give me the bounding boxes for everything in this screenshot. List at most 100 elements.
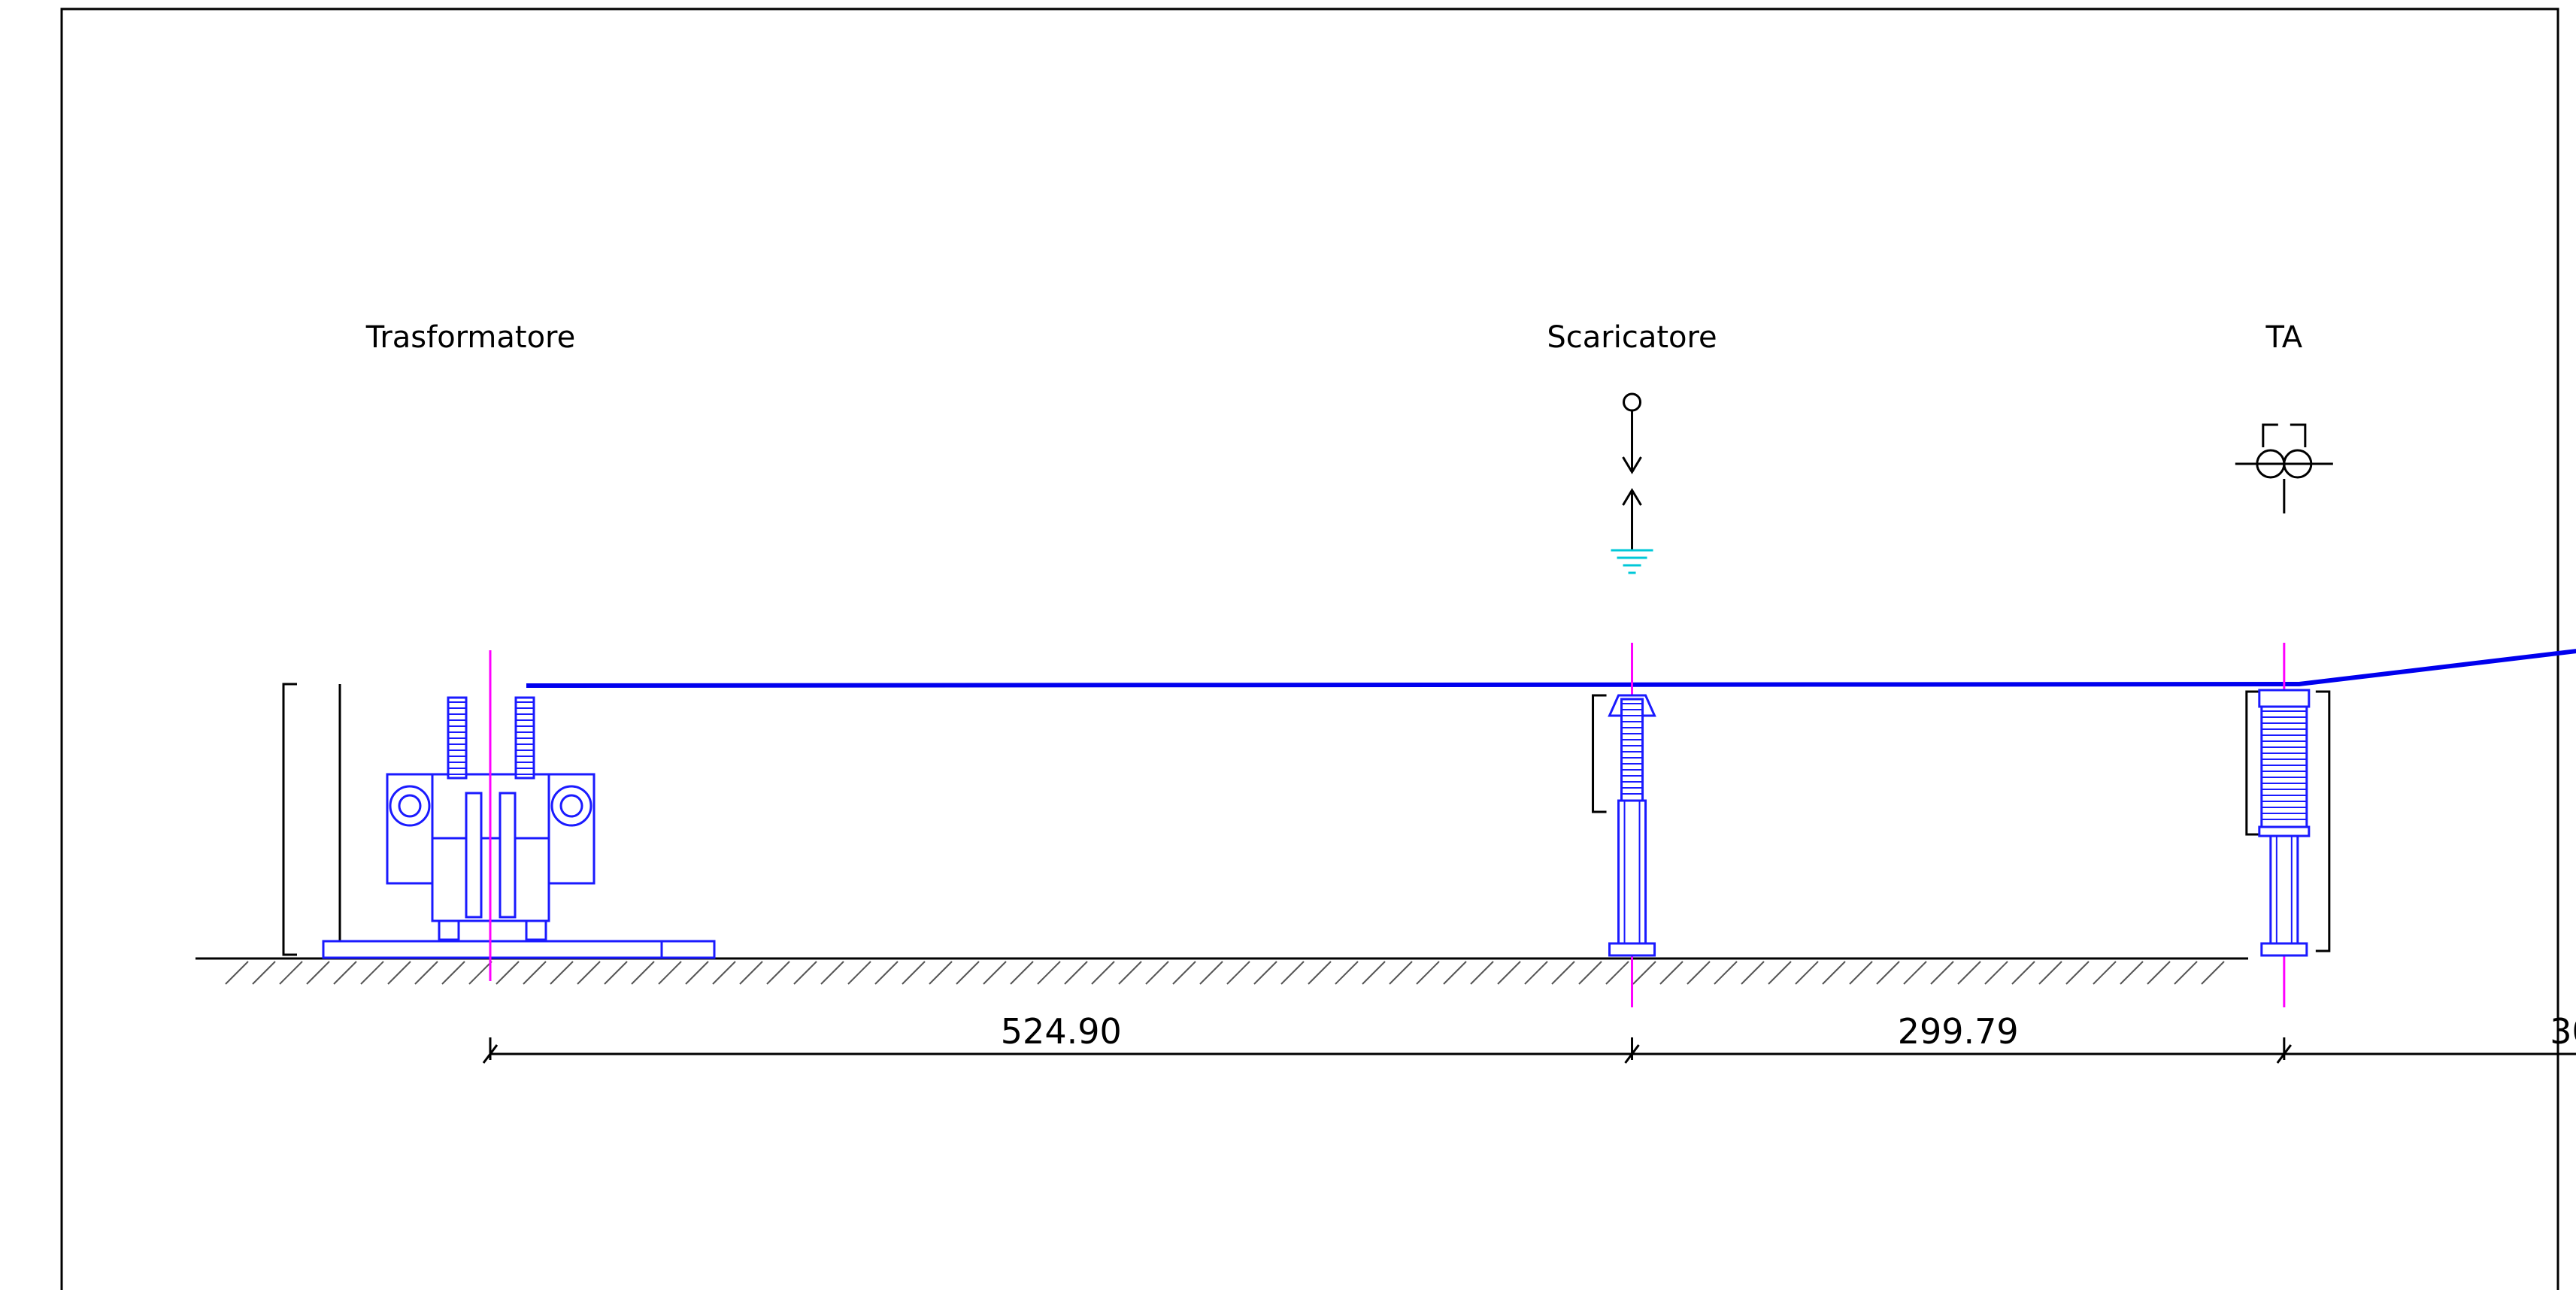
ground-hatch [1416, 961, 1440, 985]
transformer-wheel [525, 919, 547, 941]
equipment-labels: TrasformatoreScaricatoreTAInterruttoreTV… [365, 320, 2303, 355]
ground-hatch [360, 961, 384, 985]
transformer-rail-end [660, 940, 716, 959]
bushing-left [447, 696, 468, 780]
ground-hatch [333, 961, 357, 985]
transformer-rail [322, 940, 716, 959]
busbar-conductor [526, 649, 2576, 688]
dimension-value: 299.79 [1898, 1011, 2019, 1052]
ground-hatch [1145, 961, 1169, 985]
height-bracket [2315, 690, 2331, 952]
ground-line [195, 957, 2248, 985]
insulator-body [2260, 705, 2308, 828]
ground-hatch [1253, 961, 1277, 985]
ground-hatch [1551, 961, 1575, 985]
arrester-arrow-down [1622, 456, 1642, 474]
equipment-surge-arrester [1592, 643, 1656, 1007]
ground-hatch [631, 961, 655, 985]
ground-hatch [1064, 961, 1088, 985]
ground-hatch [279, 961, 303, 985]
ground-hatch [496, 961, 520, 985]
ground-hatch [1903, 961, 1927, 985]
bushing-right [514, 696, 535, 780]
ground-hatch [1822, 961, 1846, 985]
ct-insulator [2260, 705, 2308, 828]
ground-hatch [1687, 961, 1711, 985]
ground-hatch [983, 961, 1007, 985]
dimension-slash [482, 1044, 499, 1064]
ct-core [2283, 449, 2313, 479]
ground-hatch [712, 961, 736, 985]
ground-hatch [929, 961, 953, 985]
ct-head [2258, 689, 2311, 708]
ground-hatch [1632, 961, 1656, 985]
ground-hatch [2065, 961, 2090, 985]
equipment-label: Trasformatore [365, 320, 575, 355]
ground-hatch [225, 961, 249, 985]
transformer-bracket [282, 683, 297, 956]
fan-right [550, 785, 592, 827]
arrester-insulator [1620, 698, 1644, 802]
ground-hatch [1091, 961, 1115, 985]
ground-hatch [1741, 961, 1765, 985]
dimension-value: 300.00 [2550, 1011, 2576, 1052]
ground-hatch [1389, 961, 1413, 985]
surge-arrester-symbol [1611, 392, 1653, 574]
ground-hatch [2011, 961, 2035, 985]
ground-hatch [1037, 961, 1061, 985]
dimension-slash [1624, 1044, 1640, 1064]
ground-hatch [1226, 961, 1250, 985]
tank-stiffener [499, 792, 517, 919]
ground-hatch [2201, 961, 2225, 985]
support-column [1608, 799, 1656, 957]
ground-hatch [1010, 961, 1034, 985]
equipment-group [282, 392, 2333, 1007]
ground-hatch [1768, 961, 1792, 985]
dimension-value: 524.90 [1001, 1011, 1122, 1052]
ground-hatch [414, 961, 438, 985]
ground-hatch [956, 961, 980, 985]
height-bracket [1592, 694, 1607, 813]
ground-hatch [820, 961, 844, 985]
support-base [1608, 942, 1656, 957]
height-bracket [2245, 690, 2260, 836]
ground-hatch [2093, 961, 2117, 985]
ground-hatch [1172, 961, 1196, 985]
drawing-frame [60, 8, 2559, 1290]
ground-hatch [1876, 961, 1900, 985]
ground-hatch [306, 961, 330, 985]
busbar-conductor-path [526, 649, 2576, 688]
ground-hatch [2174, 961, 2198, 985]
equipment-current-transformer [2245, 643, 2331, 1007]
ground-hatch [847, 961, 871, 985]
ground-hatch [658, 961, 682, 985]
ground-hatch [1308, 961, 1332, 985]
ground-hatch [441, 961, 465, 985]
fan-right-hub [559, 794, 583, 818]
ground-hatch [1714, 961, 1738, 985]
transformer-wheel [438, 919, 460, 941]
equipment-label: TA [2265, 320, 2302, 355]
dimension-slash [2276, 1044, 2293, 1064]
ground-hatch [1795, 961, 1819, 985]
ground-hatch [2147, 961, 2171, 985]
insulator-body [1620, 698, 1644, 802]
ground-hatch [523, 961, 547, 985]
ground-hatch [1497, 961, 1521, 985]
ground-hatch [1470, 961, 1494, 985]
ground-hatch [1849, 961, 1873, 985]
dimension-line: 524.90299.79300.00300.00420.00419.35434.… [482, 1011, 2576, 1064]
equipment-transformer [282, 650, 716, 981]
ground-hatch [1443, 961, 1467, 985]
ground-hatch [604, 961, 628, 985]
support-column [2260, 834, 2308, 957]
ct-base [2258, 825, 2311, 837]
current-transformer-symbol [2235, 423, 2333, 513]
ground-hatch [793, 961, 817, 985]
ground-hatch [468, 961, 492, 985]
ground-hatch [550, 961, 574, 985]
fan-left-hub [398, 794, 422, 818]
ground-hatch [1199, 961, 1223, 985]
ground-hatch [1118, 961, 1142, 985]
